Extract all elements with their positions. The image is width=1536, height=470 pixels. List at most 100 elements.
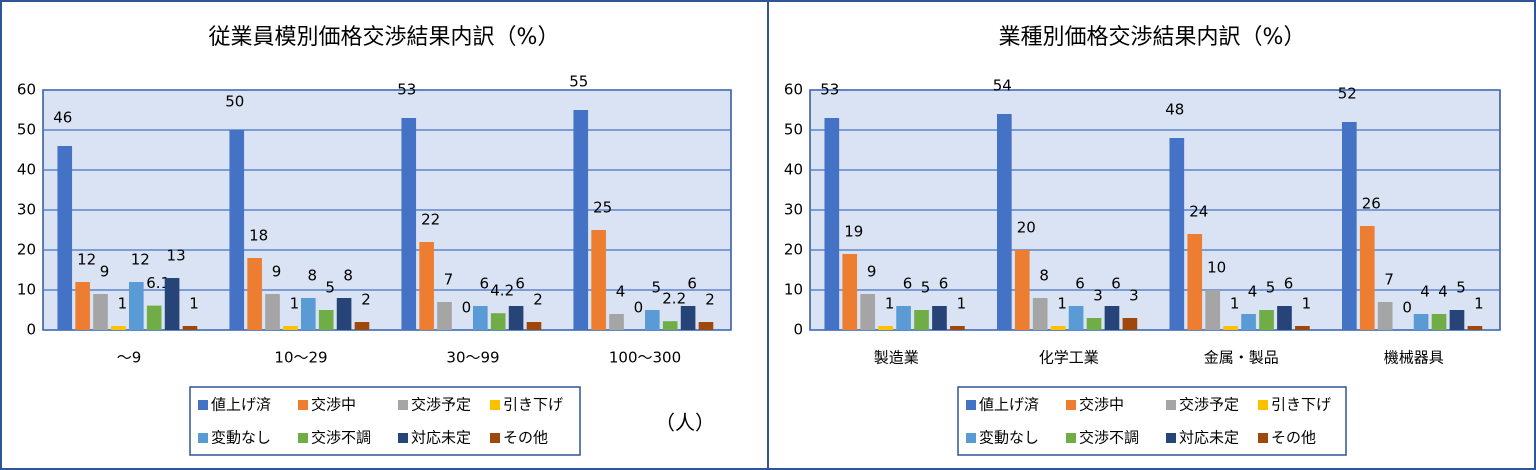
bar bbox=[914, 310, 929, 330]
data-label: 1 bbox=[1474, 295, 1484, 313]
bar bbox=[182, 326, 198, 330]
data-label: 25 bbox=[593, 199, 612, 217]
data-label: 4 bbox=[1248, 283, 1258, 301]
bar bbox=[401, 118, 417, 330]
bar bbox=[93, 294, 108, 330]
data-label: 2 bbox=[533, 291, 543, 309]
data-label: 1 bbox=[118, 295, 128, 313]
bar bbox=[591, 230, 606, 330]
data-label: 5 bbox=[1266, 279, 1276, 297]
bar bbox=[283, 326, 298, 330]
legend-label: 交渉中 bbox=[311, 396, 356, 414]
bar bbox=[1104, 306, 1120, 330]
legend-swatch bbox=[298, 400, 308, 410]
legend-label: 対応未定 bbox=[1179, 429, 1239, 447]
data-label: 9 bbox=[100, 263, 110, 281]
legend-box bbox=[189, 386, 581, 456]
legend-swatch bbox=[490, 400, 500, 410]
bar bbox=[932, 306, 947, 330]
data-label: 6.1 bbox=[146, 274, 170, 292]
bar bbox=[354, 322, 370, 330]
data-label: 0 bbox=[462, 299, 472, 317]
data-label: 8 bbox=[308, 267, 318, 285]
data-label: 0 bbox=[1402, 299, 1412, 317]
bar bbox=[1341, 122, 1357, 330]
bar bbox=[662, 321, 678, 330]
data-label: 10 bbox=[1207, 259, 1226, 277]
legend-label: 対応未定 bbox=[411, 429, 471, 447]
data-label: 5 bbox=[921, 279, 931, 297]
bar bbox=[1068, 306, 1084, 330]
bar bbox=[824, 118, 840, 330]
legend-label: 引き下げ bbox=[1271, 396, 1331, 414]
legend-swatch bbox=[1166, 433, 1176, 443]
data-label: 6 bbox=[480, 275, 490, 293]
data-label: 6 bbox=[903, 275, 913, 293]
bar bbox=[1277, 306, 1292, 330]
y-tick-label: 20 bbox=[784, 241, 803, 259]
data-label: 52 bbox=[1338, 85, 1357, 103]
data-label: 6 bbox=[1111, 275, 1121, 293]
legend-label: その他 bbox=[503, 429, 548, 447]
bar bbox=[437, 302, 452, 330]
bar bbox=[680, 306, 696, 330]
data-label: 18 bbox=[249, 227, 268, 245]
data-label: 12 bbox=[131, 251, 150, 269]
bar bbox=[1032, 298, 1048, 330]
y-tick-label: 40 bbox=[784, 161, 803, 179]
bar bbox=[1169, 138, 1185, 330]
y-tick-label: 50 bbox=[17, 121, 36, 139]
data-label: 24 bbox=[1189, 203, 1208, 221]
legend-swatch bbox=[966, 433, 976, 443]
legend-swatch bbox=[1066, 400, 1076, 410]
legend-label: 変動なし bbox=[979, 429, 1039, 447]
y-tick-label: 20 bbox=[17, 241, 36, 259]
data-label: 1 bbox=[1302, 295, 1312, 313]
data-label: 50 bbox=[225, 93, 244, 111]
data-label: 1 bbox=[290, 295, 300, 313]
bar bbox=[896, 306, 911, 330]
data-label: 8 bbox=[343, 267, 353, 285]
bar bbox=[1413, 314, 1429, 330]
data-label: 5 bbox=[325, 279, 335, 297]
legend-label: 変動なし bbox=[211, 429, 271, 447]
bar bbox=[526, 322, 542, 330]
legend-swatch bbox=[398, 400, 408, 410]
bar bbox=[609, 314, 624, 330]
data-label: 9 bbox=[272, 263, 282, 281]
data-label: 6 bbox=[687, 275, 697, 293]
data-label: 7 bbox=[444, 271, 454, 289]
x-tick-label: 100～300 bbox=[609, 349, 681, 367]
data-label: 4.2 bbox=[490, 282, 514, 300]
bar bbox=[1050, 326, 1066, 330]
chart-title: 従業員模別価格交渉結果内訳（%） bbox=[209, 25, 560, 50]
bar bbox=[1359, 226, 1375, 330]
x-tick-label: 製造業 bbox=[874, 349, 919, 367]
data-label: 4 bbox=[1438, 283, 1448, 301]
data-label: 20 bbox=[1017, 219, 1036, 237]
bar bbox=[1223, 326, 1238, 330]
data-label: 3 bbox=[1129, 287, 1139, 305]
data-label: 6 bbox=[515, 275, 525, 293]
data-label: 26 bbox=[1362, 195, 1381, 213]
bar bbox=[573, 110, 589, 330]
data-label: 4 bbox=[1420, 283, 1430, 301]
data-label: 48 bbox=[1165, 101, 1184, 119]
y-tick-label: 10 bbox=[784, 281, 803, 299]
legend-swatch bbox=[298, 433, 308, 443]
data-label: 2.2 bbox=[662, 290, 686, 308]
data-label: 8 bbox=[1039, 267, 1049, 285]
bar bbox=[1241, 314, 1256, 330]
bar bbox=[336, 298, 352, 330]
data-label: 1 bbox=[957, 295, 967, 313]
data-label: 13 bbox=[167, 247, 186, 265]
bar bbox=[229, 130, 245, 330]
x-tick-label: ～9 bbox=[117, 349, 142, 367]
data-label: 53 bbox=[397, 81, 416, 99]
data-label: 9 bbox=[867, 263, 877, 281]
y-tick-label: 30 bbox=[17, 201, 36, 219]
data-label: 1 bbox=[885, 295, 895, 313]
bar bbox=[419, 242, 434, 330]
legend-label: 値上げ済 bbox=[211, 396, 271, 414]
